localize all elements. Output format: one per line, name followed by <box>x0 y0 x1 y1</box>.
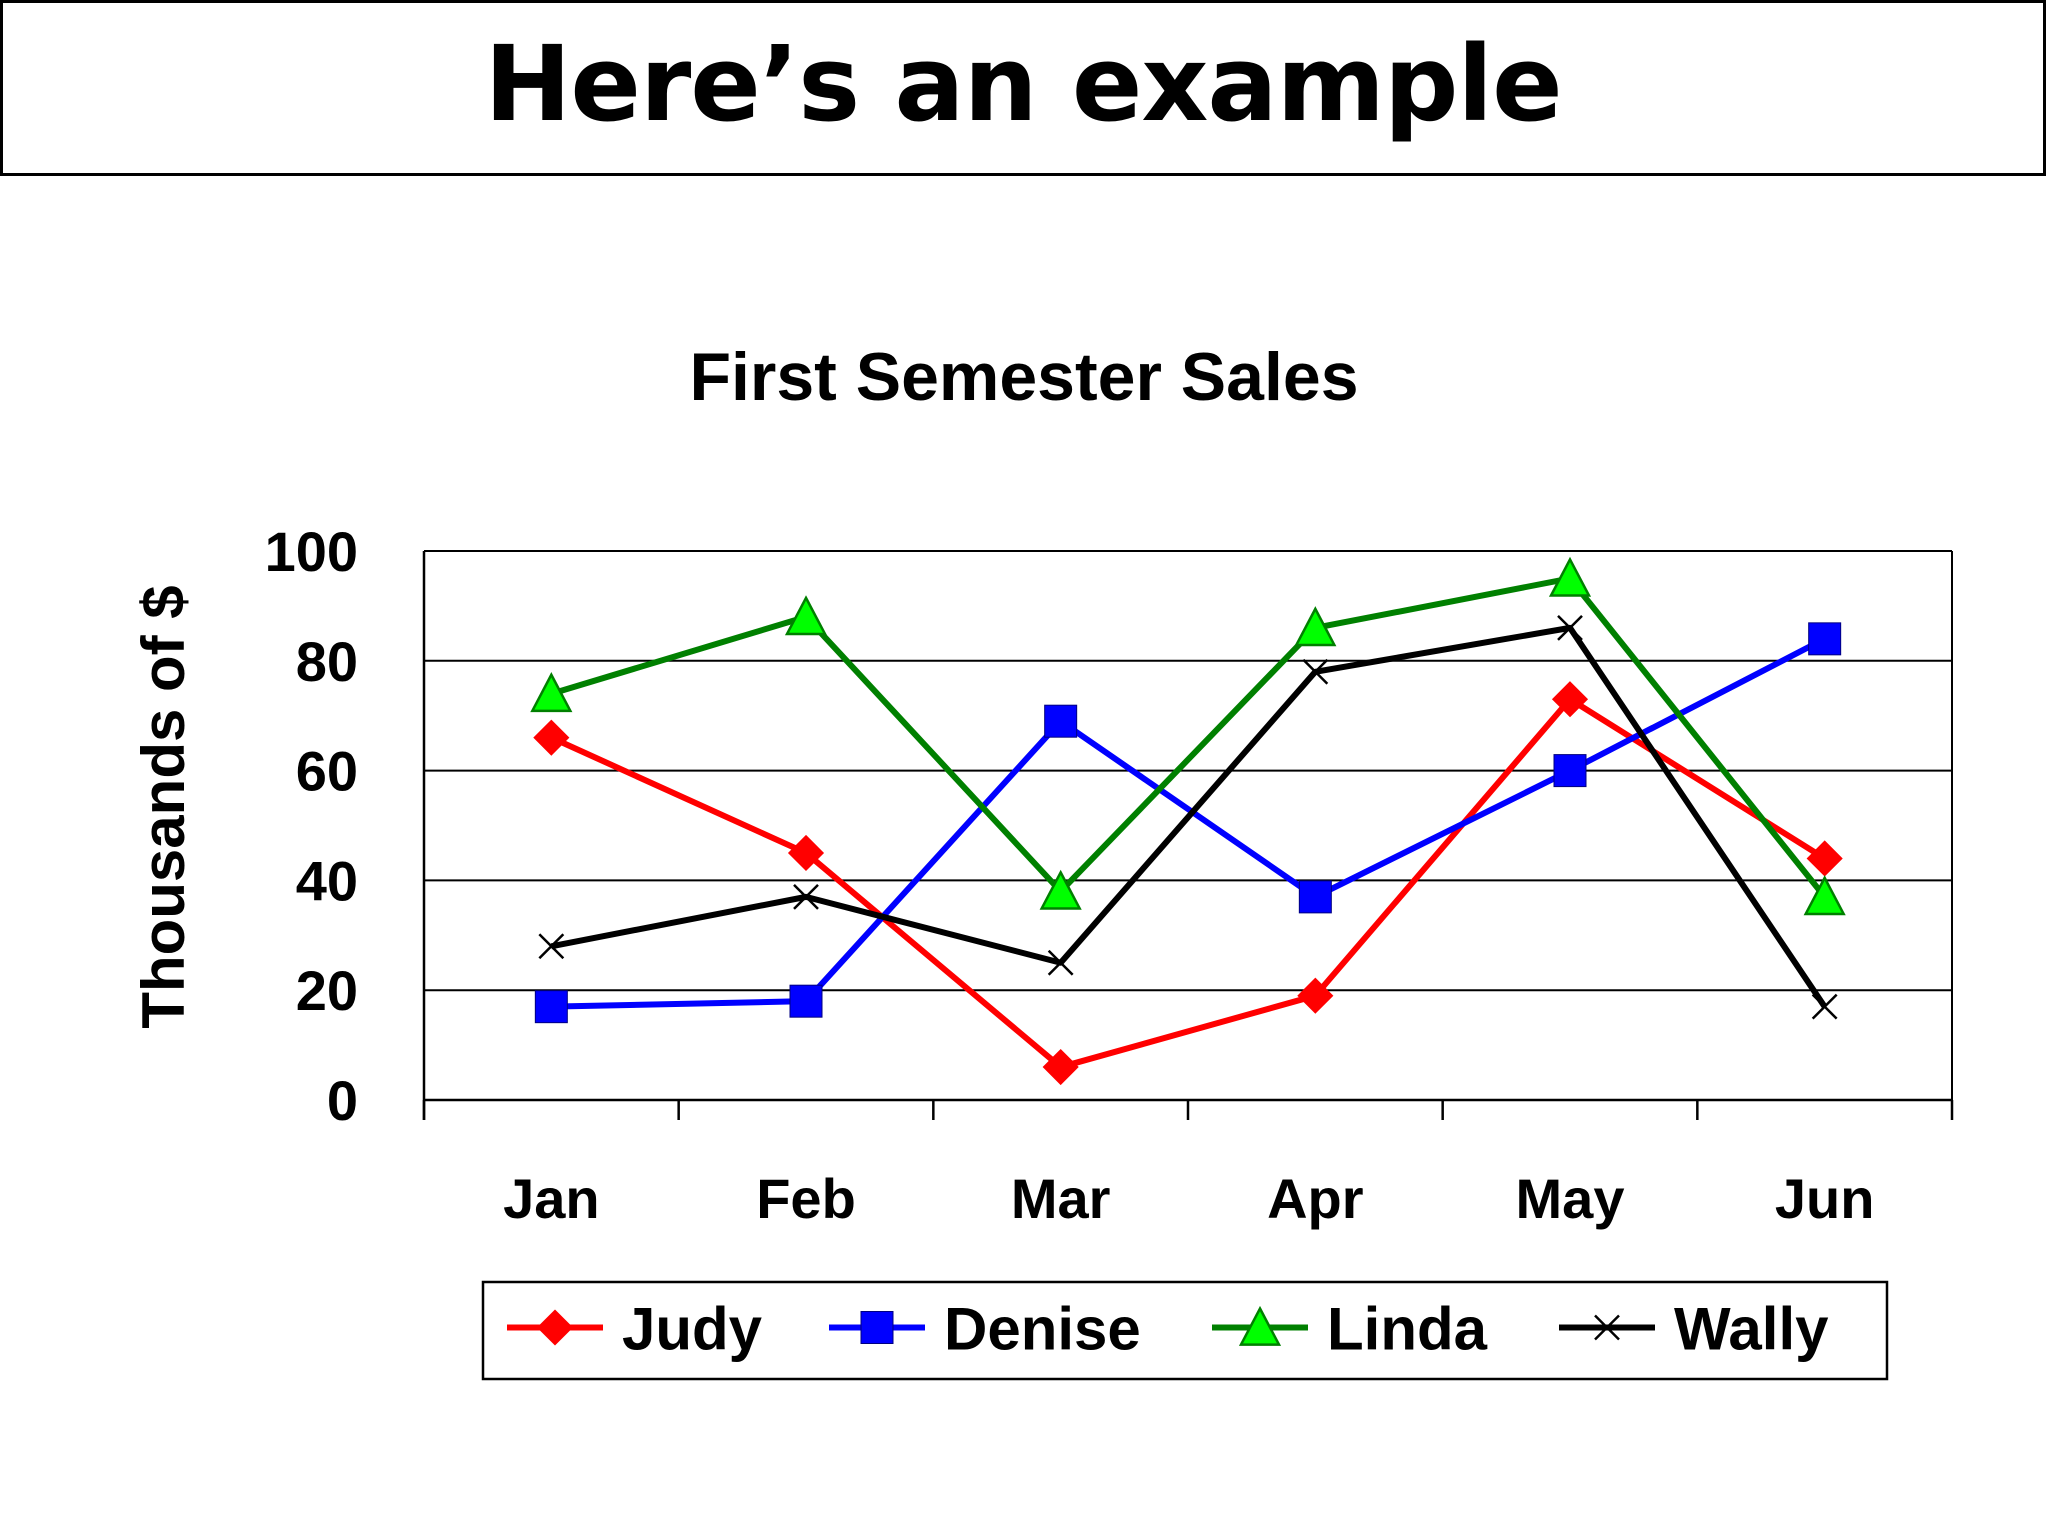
axes: 0 20 40 60 80 100 Jan Feb Mar Apr May Jun <box>265 520 1954 1230</box>
y-tick-label: 60 <box>296 740 358 803</box>
data-point <box>1047 949 1074 976</box>
legend-item-wally: Wally <box>1559 1296 1829 1363</box>
data-point <box>1557 614 1583 641</box>
series-line <box>550 575 1828 899</box>
data-point <box>1039 869 1082 910</box>
legend-item-judy: Judy <box>507 1296 763 1363</box>
data-point <box>534 990 568 1024</box>
data-point <box>530 672 573 713</box>
series-line <box>550 696 1827 1071</box>
data-point <box>1298 880 1332 914</box>
data-point <box>1042 1048 1079 1086</box>
data-point <box>789 984 823 1018</box>
series-judy <box>533 681 1843 1086</box>
data-point <box>787 834 825 872</box>
x-marker-stroke <box>1047 949 1074 976</box>
legend-item-denise: Denise <box>829 1296 1141 1363</box>
data-point <box>1044 704 1078 738</box>
legend-label: Denise <box>944 1296 1141 1363</box>
y-tick-label: 80 <box>296 630 358 693</box>
chart-title: First Semester Sales <box>689 339 1358 415</box>
x-tick-label: May <box>1516 1167 1625 1230</box>
legend-swatch-marker <box>1594 1314 1620 1341</box>
series-denise <box>534 622 1842 1024</box>
x-tick-label: Apr <box>1267 1167 1363 1230</box>
x-tick-label: Jan <box>503 1167 600 1230</box>
x-marker-stroke <box>538 933 565 960</box>
data-point <box>1806 840 1843 877</box>
x-marker-stroke <box>793 883 819 910</box>
slide-title: Here’s an example <box>484 23 1562 145</box>
x-marker-stroke <box>1811 993 1838 1020</box>
data-point <box>1551 681 1589 718</box>
data-point <box>1297 977 1334 1014</box>
legend: Judy Denise Linda Wally <box>481 1280 1889 1381</box>
y-tick-label: 20 <box>296 959 358 1022</box>
x-marker-stroke <box>1302 658 1329 685</box>
slide-header: Here’s an example <box>0 0 2046 176</box>
data-point <box>1811 993 1838 1020</box>
x-tick-label: Feb <box>756 1167 856 1230</box>
data-point <box>533 719 570 756</box>
y-tick-label: 100 <box>265 520 358 583</box>
legend-swatch-marker <box>536 1309 574 1346</box>
x-tick-label: Mar <box>1011 1167 1111 1230</box>
data-point <box>1553 754 1587 788</box>
data-point <box>1548 556 1592 597</box>
series-line <box>551 636 1827 1010</box>
legend-swatch-marker <box>1238 1305 1282 1346</box>
series-linda <box>530 556 1846 916</box>
legend-label: Linda <box>1327 1296 1488 1363</box>
data-point <box>1294 606 1337 647</box>
x-marker-stroke <box>1594 1314 1620 1341</box>
data-point <box>1808 622 1842 656</box>
legend-swatch-marker <box>860 1311 894 1344</box>
y-tick-label: 0 <box>327 1069 358 1132</box>
data-point <box>538 933 565 960</box>
y-axis-label: Thousands of $ <box>130 585 197 1028</box>
legend-label: Judy <box>622 1296 763 1363</box>
data-point <box>1803 875 1846 916</box>
y-tick-label: 40 <box>296 849 358 912</box>
series-wally <box>538 614 1838 1020</box>
data-point <box>784 595 828 636</box>
data-point <box>1302 658 1329 685</box>
x-marker-stroke <box>1557 614 1583 641</box>
series-line <box>550 624 1828 1009</box>
legend-label: Wally <box>1674 1296 1829 1363</box>
series-group <box>530 556 1846 1086</box>
data-point <box>793 883 819 910</box>
legend-item-linda: Linda <box>1212 1296 1488 1363</box>
x-tick-label: Jun <box>1775 1167 1875 1230</box>
